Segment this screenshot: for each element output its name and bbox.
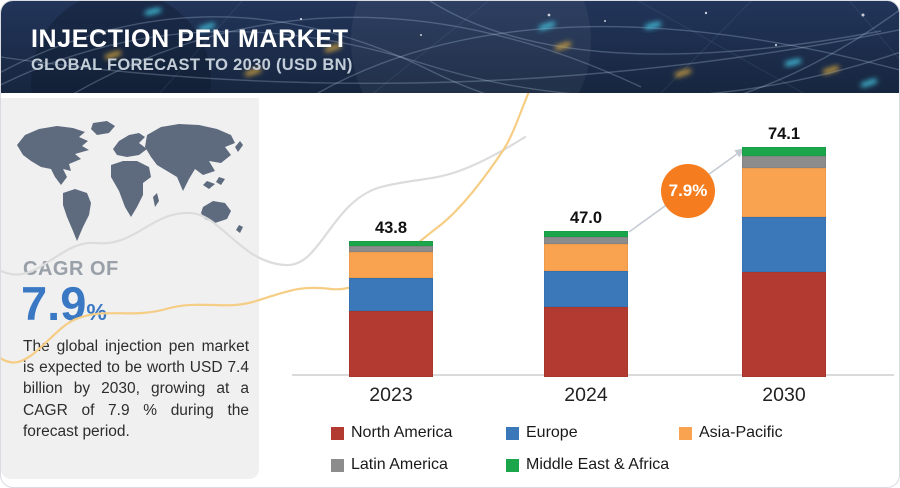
cagr-value: 7.9% <box>21 276 107 331</box>
header-background-art <box>1 1 899 93</box>
page-subtitle: GLOBAL FORECAST TO 2030 (USD BN) <box>31 56 353 74</box>
bar-segment-2024-latin-america <box>544 237 628 245</box>
header-banner: INJECTION PEN MARKET GLOBAL FORECAST TO … <box>1 1 899 93</box>
bar-segment-2024-middle-east-africa <box>544 231 628 237</box>
legend-swatch-north-america <box>331 426 344 440</box>
x-axis-line <box>292 374 894 376</box>
legend-swatch-middle-east-africa <box>506 458 519 472</box>
legend-swatch-europe <box>506 426 519 440</box>
bar-total-label-2030: 74.1 <box>767 124 801 143</box>
market-summary-text: The global injection pen market is expec… <box>23 338 249 440</box>
cagr-badge: 7.9% <box>661 164 715 218</box>
x-axis-label-2023: 2023 <box>369 384 413 406</box>
bar-segment-2024-north-america <box>544 307 628 377</box>
legend-label-north-america: North America <box>351 424 453 441</box>
cagr-number: 7.9 <box>21 277 87 330</box>
legend-item-asia-pacific: Asia-Pacific <box>679 424 783 442</box>
bar-segment-2024-europe <box>544 271 628 308</box>
bar-segment-2030-middle-east-africa <box>742 146 826 156</box>
cagr-badge-label: 7.9% <box>668 181 708 200</box>
legend-item-europe: Europe <box>506 424 578 442</box>
bar-segment-2030-europe <box>742 217 826 273</box>
bar-segment-2023-latin-america <box>349 245 433 253</box>
bar-segment-2023-middle-east-africa <box>349 241 433 246</box>
x-axis-label-2030: 2030 <box>762 384 806 406</box>
legend-label-europe: Europe <box>526 424 578 441</box>
bar-segment-2024-asia-pacific <box>544 244 628 272</box>
cagr-percent-sign: % <box>86 299 107 325</box>
legend-swatch-asia-pacific <box>679 426 692 440</box>
legend-item-latin-america: Latin America <box>331 456 448 474</box>
bar-segment-2023-asia-pacific <box>349 252 433 279</box>
bar-total-label-2023: 43.8 <box>374 219 408 237</box>
legend-item-north-america: North America <box>331 424 452 442</box>
page-title: INJECTION PEN MARKET <box>31 25 349 53</box>
sidebar-panel: CAGR OF 7.9% The global injection pen ma… <box>1 98 259 479</box>
legend-label-asia-pacific: Asia-Pacific <box>699 424 783 441</box>
bar-segment-2030-latin-america <box>742 155 826 168</box>
world-map <box>17 121 243 241</box>
bar-total-label-2024: 47.0 <box>569 209 603 228</box>
bar-segment-2030-north-america <box>742 272 826 377</box>
bar-segment-2030-asia-pacific <box>742 168 826 218</box>
legend-label-middle-east-africa: Middle East & Africa <box>526 456 670 473</box>
x-axis-label-2024: 2024 <box>564 384 608 406</box>
legend-label-latin-america: Latin America <box>351 456 448 473</box>
bar-segment-2023-europe <box>349 278 433 312</box>
legend-swatch-latin-america <box>331 458 344 472</box>
legend-item-middle-east-africa: Middle East & Africa <box>506 456 669 474</box>
bar-segment-2023-north-america <box>349 311 433 377</box>
